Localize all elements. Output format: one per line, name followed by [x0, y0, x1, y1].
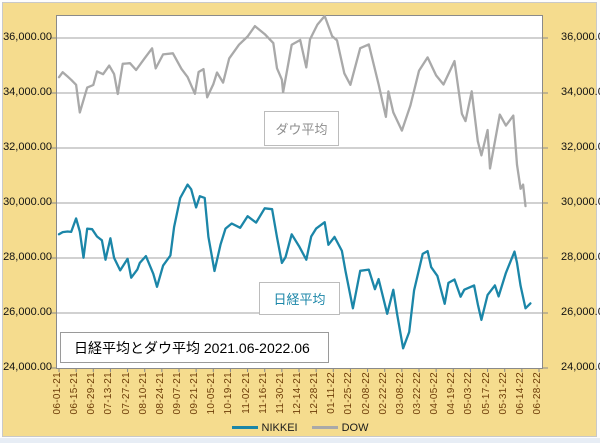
x-axis-label: 08-10-21 [137, 372, 149, 415]
plot-area [51, 14, 548, 372]
x-axis-label: 05-31-22 [497, 372, 509, 415]
x-axis-label: 01-11-22 [326, 372, 338, 414]
y-axis-label-left: 36,000.00 [3, 31, 52, 43]
y-axis-label-right: 24,000.00 [561, 361, 600, 373]
x-axis-label: 08-24-21 [154, 372, 166, 415]
chart-title: 日経平均とダウ平均 2021.06-2022.06 [74, 339, 310, 356]
x-axis-label: 02-08-22 [360, 372, 372, 415]
dow-line-swatch [311, 426, 338, 429]
window-bottom-edge [0, 438, 600, 443]
x-axis-label: 02-22-22 [377, 372, 389, 415]
x-axis-label: 03-08-22 [394, 372, 406, 415]
y-axis-label-right: 30,000.00 [561, 196, 600, 208]
nikkei-annotation-box: 日経平均 [259, 282, 340, 315]
dow-annotation-box: ダウ平均 [264, 111, 339, 146]
legend-label-nikkei: NIKKEI [261, 421, 298, 434]
chart-title-box: 日経平均とダウ平均 2021.06-2022.06 [60, 332, 329, 363]
x-axis-label: 09-07-21 [172, 372, 183, 415]
x-axis-label: 07-27-21 [120, 372, 132, 415]
series-line-dow [57, 14, 527, 208]
x-axis-label: 03-22-22 [412, 372, 423, 415]
nikkei-line-swatch [231, 426, 258, 429]
x-axis-label: 04-05-22 [429, 372, 441, 415]
y-axis-label-left: 34,000.00 [3, 86, 52, 98]
legend-label-dow: DOW [341, 421, 369, 434]
x-axis-label: 10-19-21 [223, 372, 235, 415]
x-axis-label: 06-14-22 [514, 372, 526, 415]
y-axis-label-left: 24,000.00 [3, 361, 52, 373]
y-axis-label-right: 34,000.00 [561, 86, 600, 98]
x-axis-label: 12-14-21 [292, 372, 303, 415]
x-axis-label: 11-30-21 [274, 372, 286, 414]
x-axis-label: 06-01-21 [52, 372, 63, 415]
x-axis-label: 06-15-21 [69, 372, 81, 415]
x-axis-label: 04-19-22 [446, 372, 458, 415]
y-axis-label-left: 32,000.00 [3, 141, 52, 153]
x-axis-label: 01-25-22 [343, 372, 355, 415]
nikkei-annotation-label: 日経平均 [273, 292, 326, 307]
y-axis-label-right: 32,000.00 [561, 141, 600, 153]
x-axis-label: 06-29-21 [86, 372, 98, 415]
x-axis-label: 06-28-22 [532, 372, 543, 415]
x-axis-label: 09-21-21 [189, 372, 201, 415]
y-axis-label-left: 28,000.00 [3, 251, 52, 263]
y-axis-label-right: 26,000.00 [561, 306, 600, 318]
x-axis-label: 07-13-21 [103, 372, 115, 415]
chart-canvas [51, 14, 548, 372]
x-axis-label: 05-03-22 [463, 372, 475, 415]
x-axis-label: 11-16-21 [257, 372, 269, 414]
y-axis-label-left: 26,000.00 [3, 306, 52, 318]
legend-item-dow: DOW [311, 421, 369, 434]
legend-item-nikkei: NIKKEI [231, 421, 298, 434]
y-axis-label-right: 36,000.00 [561, 31, 600, 43]
x-axis-label: 10-05-21 [206, 372, 218, 415]
y-axis-label-left: 30,000.00 [3, 196, 52, 208]
x-axis-label: 11-02-21 [240, 372, 252, 414]
y-axis-label-right: 28,000.00 [561, 251, 600, 263]
dow-annotation-label: ダウ平均 [275, 122, 328, 137]
x-axis-label: 12-28-21 [309, 372, 321, 415]
series-line-nikkei [57, 183, 532, 350]
legend: NIKKEI DOW [0, 420, 600, 435]
x-axis-label: 05-17-22 [480, 372, 492, 415]
